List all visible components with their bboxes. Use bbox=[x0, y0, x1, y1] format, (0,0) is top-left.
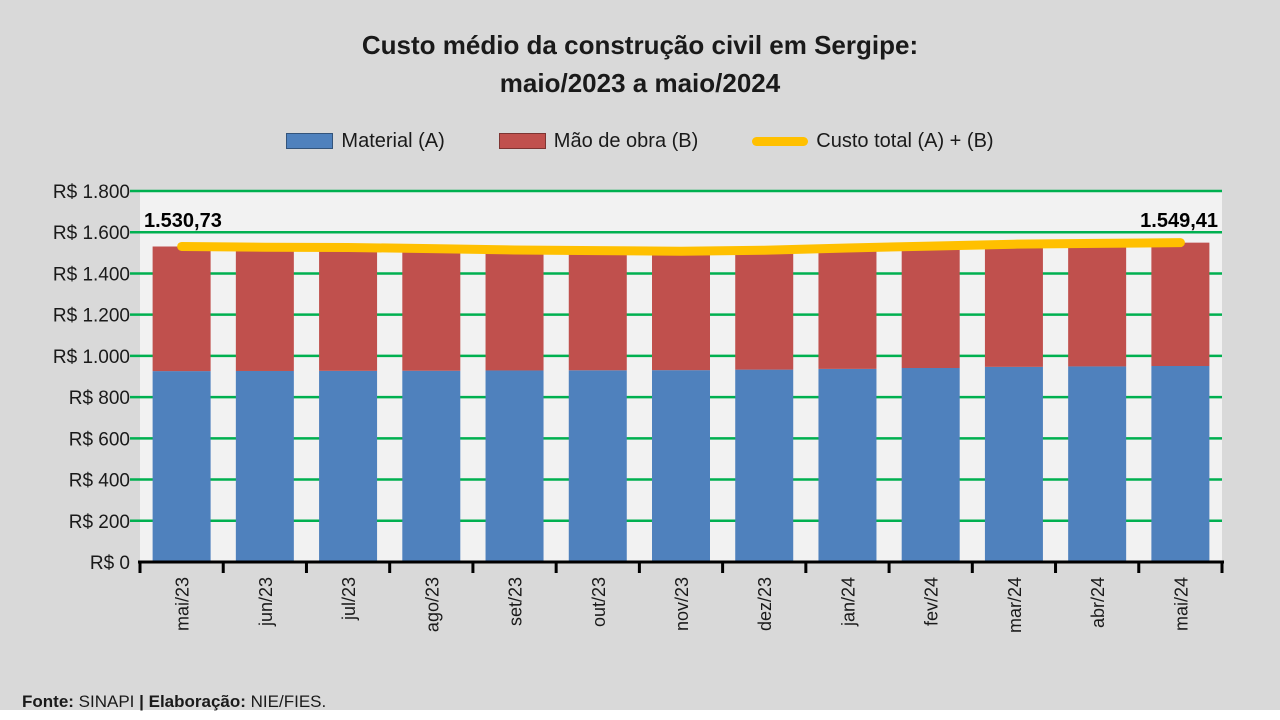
y-axis-tick-label: R$ 1.200 bbox=[53, 306, 130, 327]
bar-segment-material bbox=[152, 371, 211, 562]
bar-segment-material bbox=[735, 369, 794, 562]
bar-segment-labor bbox=[984, 244, 1043, 367]
bar-segment-material bbox=[984, 366, 1043, 562]
bar-segment-labor bbox=[818, 247, 877, 369]
y-axis-tick-label: R$ 200 bbox=[69, 512, 130, 533]
legend-item-labor: Mão de obra (B) bbox=[498, 129, 699, 153]
y-axis-tick-label: R$ 0 bbox=[90, 553, 130, 574]
elaboration-label: | Elaboração: bbox=[134, 692, 246, 711]
source-label: Fonte: bbox=[22, 692, 74, 711]
bar-segment-material bbox=[818, 368, 877, 562]
legend-label-total: Custo total (A) + (B) bbox=[816, 129, 994, 152]
x-axis-label: dez/23 bbox=[755, 577, 775, 631]
y-axis-tick-label: R$ 1.600 bbox=[53, 223, 130, 244]
annotation-first-value: 1.530,73 bbox=[144, 210, 222, 232]
x-axis-label: jul/23 bbox=[339, 577, 359, 621]
bar-segment-material bbox=[1068, 366, 1127, 562]
y-axis-tick-label: R$ 600 bbox=[69, 429, 130, 450]
y-axis-tick-label: R$ 1.400 bbox=[53, 264, 130, 285]
bar-segment-labor bbox=[319, 247, 378, 371]
bar-segment-material bbox=[485, 370, 544, 562]
bar-segment-material bbox=[319, 370, 378, 562]
annotation-last-value: 1.549,41 bbox=[1140, 210, 1218, 232]
bar-segment-labor bbox=[568, 250, 627, 371]
bar-segment-material bbox=[568, 370, 627, 562]
legend-swatch-material bbox=[286, 133, 334, 149]
legend-item-total: Custo total (A) + (B) bbox=[752, 129, 994, 153]
chart-title: Custo médio da construção civil em Sergi… bbox=[0, 26, 1280, 102]
x-axis-label: mai/23 bbox=[173, 577, 193, 631]
bar-segment-labor bbox=[152, 246, 211, 372]
y-axis-tick-label: R$ 400 bbox=[69, 471, 130, 492]
bar-segment-labor bbox=[485, 250, 544, 371]
legend-label-labor: Mão de obra (B) bbox=[553, 129, 699, 152]
bar-segment-labor bbox=[735, 250, 794, 370]
source-note: Fonte: SINAPI | Elaboração: NIE/FIES. bbox=[22, 692, 326, 712]
source-value: SINAPI bbox=[73, 692, 135, 711]
x-axis-label: mar/24 bbox=[1005, 577, 1025, 633]
legend-item-material: Material (A) bbox=[286, 129, 445, 153]
y-axis-tick-label: R$ 800 bbox=[69, 388, 130, 409]
chart-legend: Material (A) Mão de obra (B) Custo total… bbox=[0, 126, 1280, 156]
bar-segment-material bbox=[652, 370, 710, 562]
chart-title-line1: Custo médio da construção civil em Sergi… bbox=[361, 30, 919, 60]
x-axis-label: jan/24 bbox=[838, 577, 858, 627]
bar-segment-labor bbox=[402, 248, 461, 371]
chart-title-line2: maio/2023 a maio/2024 bbox=[499, 68, 781, 98]
legend-label-material: Material (A) bbox=[341, 129, 445, 152]
x-axis-label: out/23 bbox=[589, 577, 609, 627]
bar-segment-material bbox=[1151, 366, 1210, 562]
bar-segment-labor bbox=[652, 251, 710, 371]
x-axis-label: abr/24 bbox=[1088, 577, 1108, 628]
elaboration-value: NIE/FIES. bbox=[245, 692, 327, 711]
x-axis-label: set/23 bbox=[506, 577, 526, 626]
x-axis-label: jun/23 bbox=[256, 577, 276, 627]
x-axis-label: mai/24 bbox=[1171, 577, 1191, 631]
bar-segment-labor bbox=[1151, 242, 1210, 367]
bar-segment-material bbox=[402, 370, 461, 562]
legend-swatch-total-line bbox=[752, 136, 809, 146]
bar-segment-labor bbox=[235, 247, 294, 371]
bar-segment-material bbox=[901, 368, 960, 562]
y-axis-tick-label: R$ 1.000 bbox=[53, 347, 130, 368]
x-axis-label: ago/23 bbox=[422, 577, 442, 632]
total-cost-line bbox=[177, 238, 1185, 256]
bar-segment-labor bbox=[1068, 243, 1127, 367]
legend-swatch-labor bbox=[498, 133, 546, 149]
x-axis-label: fev/24 bbox=[922, 577, 942, 626]
x-axis-label: nov/23 bbox=[672, 577, 692, 631]
bar-segment-material bbox=[235, 370, 294, 562]
bar-segment-labor bbox=[901, 246, 960, 369]
y-axis-tick-label: R$ 1.800 bbox=[53, 182, 130, 203]
